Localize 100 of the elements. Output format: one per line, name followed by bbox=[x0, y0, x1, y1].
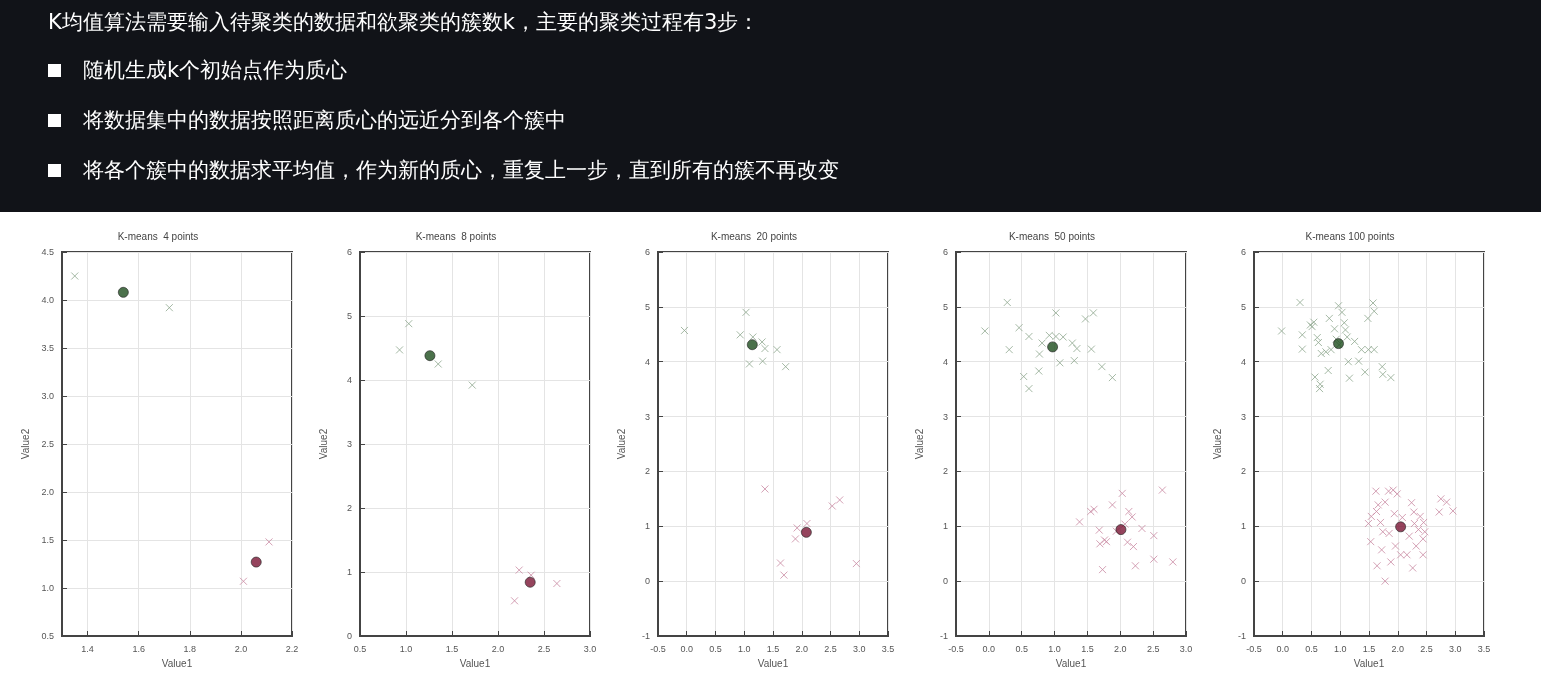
point bbox=[250, 556, 262, 568]
point bbox=[117, 286, 129, 298]
point bbox=[1405, 532, 1414, 541]
y-tick-label: 5 bbox=[942, 301, 948, 312]
y-tick-label: 4 bbox=[942, 356, 948, 367]
x-tick-label: 2.0 bbox=[491, 643, 505, 654]
point bbox=[736, 330, 745, 339]
y-tick-label: 3 bbox=[942, 411, 948, 422]
point bbox=[1038, 339, 1047, 348]
point bbox=[395, 345, 404, 354]
y-tick-label: 3.0 bbox=[41, 391, 54, 401]
point bbox=[1137, 524, 1146, 533]
y-tick-label: -1 bbox=[1237, 631, 1246, 641]
y-tick-label: 2 bbox=[942, 466, 948, 477]
point bbox=[1370, 345, 1379, 354]
y-tick-label: 1 bbox=[346, 567, 352, 577]
point bbox=[791, 534, 800, 543]
y-tick-label: 3 bbox=[1240, 411, 1246, 422]
point bbox=[1081, 314, 1090, 323]
y-tick-label: 0 bbox=[1240, 576, 1246, 587]
point bbox=[1381, 577, 1390, 586]
x-tick-label: 1.0 bbox=[1333, 643, 1347, 654]
point bbox=[1115, 524, 1127, 535]
x-axis-title: Value1 bbox=[757, 657, 789, 669]
point bbox=[1097, 362, 1106, 371]
x-tick-label: 0.5 bbox=[1015, 643, 1028, 654]
x-tick-label: -0.5 bbox=[1246, 643, 1262, 654]
point bbox=[1277, 326, 1286, 335]
point bbox=[510, 596, 519, 605]
point bbox=[741, 308, 750, 317]
point bbox=[1377, 545, 1386, 554]
y-tick-label: 0 bbox=[644, 576, 650, 587]
point bbox=[1410, 519, 1419, 528]
point bbox=[1015, 323, 1024, 332]
point bbox=[1391, 542, 1400, 551]
point bbox=[745, 359, 754, 368]
point bbox=[1316, 380, 1325, 389]
point bbox=[1344, 357, 1353, 366]
x-tick-label: 1.5 bbox=[766, 643, 780, 654]
x-tick-label: 2.5 bbox=[1420, 643, 1433, 654]
text: 随机生成k个初始点作为质心 bbox=[83, 57, 348, 84]
point bbox=[1409, 508, 1418, 517]
y-tick-label: 2 bbox=[346, 503, 352, 513]
y-tick-label: 6 bbox=[942, 247, 948, 257]
point bbox=[1321, 347, 1330, 356]
point bbox=[1118, 489, 1127, 498]
point bbox=[1149, 531, 1158, 540]
point bbox=[1402, 550, 1411, 559]
y-tick-label: -1 bbox=[641, 631, 650, 641]
point bbox=[1327, 345, 1336, 354]
point bbox=[1381, 498, 1390, 507]
point bbox=[1035, 350, 1044, 359]
x-axis-title: Value1 bbox=[161, 657, 193, 669]
point bbox=[1345, 374, 1354, 383]
point bbox=[1168, 557, 1177, 566]
x-tick-label: 1.5 bbox=[1362, 643, 1376, 654]
x-tick-label: 3.5 bbox=[881, 643, 895, 654]
x-tick-label: 3.0 bbox=[583, 643, 597, 654]
point bbox=[424, 350, 436, 362]
point bbox=[552, 579, 561, 588]
x-tick-label: 1.5 bbox=[445, 643, 459, 654]
point bbox=[1087, 345, 1096, 354]
point bbox=[1448, 506, 1457, 515]
point bbox=[1124, 507, 1133, 516]
point bbox=[1357, 345, 1366, 354]
point bbox=[1149, 555, 1158, 564]
point bbox=[1024, 384, 1033, 393]
point bbox=[1330, 324, 1339, 333]
point bbox=[1068, 339, 1077, 348]
x-tick-label: 2.5 bbox=[1146, 643, 1160, 654]
point bbox=[239, 577, 248, 586]
x-tick-label: 0.0 bbox=[982, 643, 996, 654]
point bbox=[1376, 518, 1385, 527]
point bbox=[1354, 357, 1363, 366]
point bbox=[1047, 341, 1058, 353]
x-tick-label: 2.0 bbox=[795, 643, 809, 654]
text: 将各个簇中的数据求平均值，作为新的质心，重复上一步，直到所有的簇不再改变 bbox=[83, 157, 839, 184]
x-tick-label: 3.0 bbox=[852, 643, 866, 654]
point bbox=[404, 319, 413, 328]
point bbox=[434, 360, 443, 368]
point bbox=[1407, 498, 1416, 507]
x-tick-label: 2.5 bbox=[824, 643, 837, 654]
point bbox=[1098, 565, 1107, 574]
point bbox=[1055, 358, 1064, 367]
point bbox=[1120, 520, 1129, 529]
y-tick-label: 0 bbox=[346, 631, 352, 641]
point bbox=[1393, 489, 1402, 498]
point bbox=[800, 526, 812, 538]
x-axis-title: Value1 bbox=[1353, 657, 1385, 669]
point bbox=[1416, 512, 1425, 521]
point bbox=[1408, 563, 1417, 572]
y-tick-label: 3.5 bbox=[41, 343, 54, 353]
point bbox=[1395, 521, 1407, 533]
point bbox=[781, 362, 790, 371]
point bbox=[1390, 509, 1399, 518]
point bbox=[1334, 301, 1343, 310]
x-tick-label: -0.5 bbox=[650, 643, 666, 654]
y-tick-label: 6 bbox=[644, 247, 650, 257]
point bbox=[1373, 561, 1382, 570]
x-tick-label: 3.5 bbox=[1477, 643, 1491, 654]
